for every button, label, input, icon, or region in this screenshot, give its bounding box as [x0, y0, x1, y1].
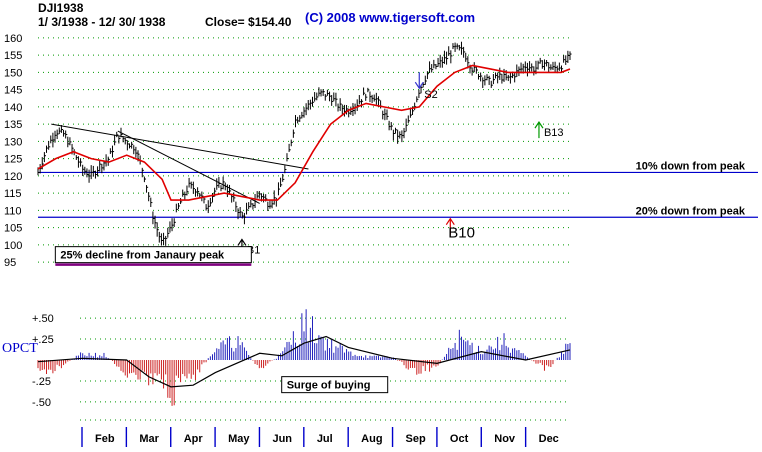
signal-label: S2	[424, 89, 437, 101]
annotation-box	[54, 246, 252, 264]
price-y-tick-label: 110	[4, 205, 22, 217]
signal-arrow-head	[414, 81, 424, 90]
reference-line-label: 20% down from peak	[636, 205, 746, 217]
price-y-tick-label: 135	[4, 119, 22, 131]
month-label-nov: Nov	[494, 433, 516, 445]
oscillator-average-line	[37, 335, 571, 388]
price-y-tick-label: 140	[4, 102, 22, 114]
reference-line-label: 10% down from peak	[636, 160, 746, 172]
oscillator-y-ticks: +.50 +.25 -.25 -.50	[32, 313, 54, 409]
month-label-oct: Oct	[450, 433, 469, 445]
signal-b13: B13	[534, 121, 564, 139]
signal-label: B10	[448, 225, 475, 242]
annotation-box	[281, 376, 389, 394]
month-label-apr: Apr	[184, 433, 204, 445]
moving-average-line	[37, 64, 571, 201]
close-label: Close= $154.40	[205, 15, 292, 29]
annotation-text: 25% decline from Janaury peak	[60, 250, 225, 262]
price-y-tick-label: 150	[4, 67, 22, 79]
oscillator-y-tick-label: -.25	[32, 376, 51, 388]
month-label-aug: Aug	[361, 433, 382, 445]
price-annotations: 25% decline from Janaury peak	[54, 246, 252, 266]
month-label-feb: Feb	[95, 433, 115, 445]
oscillator-y-tick-label: +.50	[32, 313, 54, 325]
signal-arrow-head	[237, 238, 247, 246]
decline-annotation: 25% decline from Janaury peak	[54, 246, 252, 266]
date-range: 1/ 3/1938 - 12/ 30/ 1938	[38, 15, 166, 29]
month-label-jul: Jul	[317, 433, 333, 445]
price-y-tick-label: 95	[4, 257, 16, 269]
trendlines	[51, 123, 309, 204]
price-y-tick-label: 115	[4, 188, 22, 200]
price-y-tick-label: 105	[4, 223, 22, 235]
month-label-mar: Mar	[139, 433, 159, 445]
signal-label: B13	[544, 127, 564, 139]
copyright-text: (C) 2008 www.tigersoft.com	[305, 10, 475, 25]
price-y-ticks: 160 155 150 145 140 135 130 125 120 115 110 105 100 9…	[4, 33, 22, 269]
surge-annotation: Surge of buying	[281, 376, 389, 394]
signal-arrow-head	[534, 121, 544, 129]
month-label-may: May	[228, 433, 250, 445]
trendline	[117, 130, 260, 204]
price-y-tick-label: 155	[4, 50, 22, 62]
price-y-tick-label: 120	[4, 171, 22, 183]
reference-lines: 10% down from peak 20% down from peak	[38, 160, 758, 218]
price-y-tick-label: 145	[4, 85, 22, 97]
annotation-text: Surge of buying	[287, 380, 371, 392]
month-label-dec: Dec	[539, 433, 559, 445]
price-grid	[38, 37, 570, 263]
price-y-tick-label: 130	[4, 136, 22, 148]
month-axis: Feb Mar Apr May Jun Jul Aug Sep Oct Nov Dec	[80, 419, 570, 447]
price-y-tick-label: 125	[4, 154, 22, 166]
trendline	[51, 123, 309, 170]
signal-s2: S2	[414, 72, 438, 101]
oscillator-y-tick-label: -.50	[32, 397, 51, 409]
chart-symbol: DJI1938	[38, 1, 84, 15]
month-label-jun: Jun	[272, 433, 292, 445]
price-y-tick-label: 160	[4, 33, 22, 45]
oscillator-annotations: Surge of buying	[281, 376, 389, 394]
signal-b10: B10	[445, 217, 475, 242]
signal-arrow-head	[445, 217, 455, 226]
oscillator-y-tick-label: +.25	[32, 334, 54, 346]
month-label-sep: Sep	[406, 433, 426, 445]
oscillator-label: OPCT	[2, 341, 38, 356]
price-y-tick-label: 100	[4, 240, 22, 252]
